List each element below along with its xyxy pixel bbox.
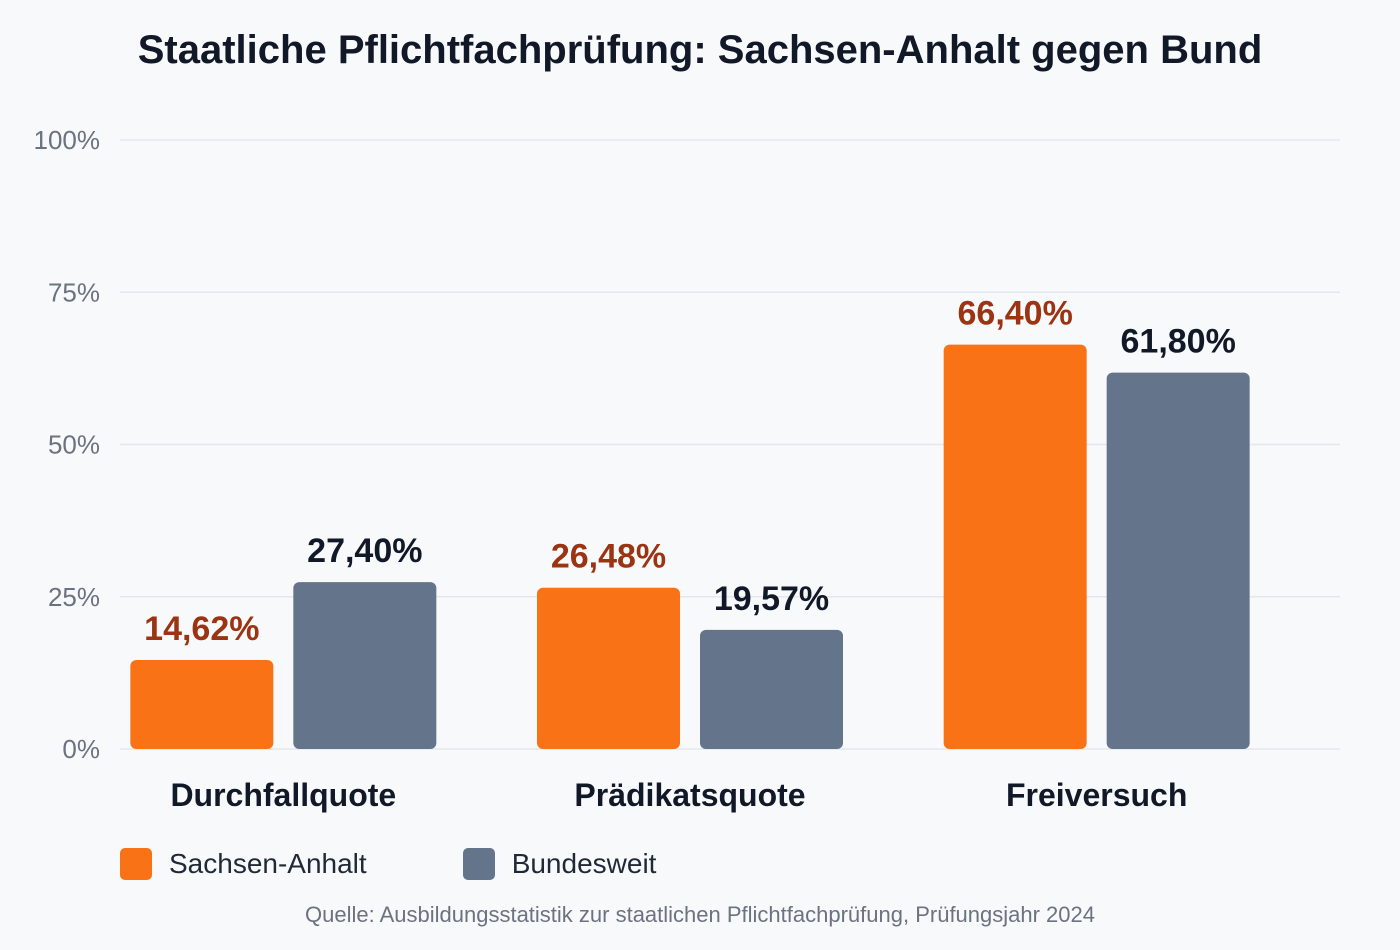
y-tick-label: 75% [48,277,100,307]
legend-item-sachsen-anhalt: Sachsen-Anhalt [120,848,367,880]
data-label: 26,48% [551,538,666,576]
y-tick-label: 25% [48,582,100,612]
legend-label-sachsen-anhalt: Sachsen-Anhalt [169,848,367,879]
y-tick-label: 50% [48,430,100,460]
bar [293,582,437,749]
data-label: 14,62% [144,610,259,648]
legend-label-bundesweit: Bundesweit [511,848,657,879]
data-label: 27,40% [307,532,422,570]
x-tick-label: Durchfallquote [170,777,396,813]
bar [1106,372,1250,749]
data-label: 61,80% [1121,323,1236,361]
bar [537,587,680,749]
chart-title: Staatliche Pflichtfachprüfung: Sachsen-A… [137,28,1263,72]
source-note: Quelle: Ausbildungsstatistik zur staatli… [304,902,1095,927]
legend-swatch-bundesweit [462,848,495,880]
legend-item-bundesweit: Bundesweit [462,848,657,880]
bar [943,344,1087,749]
data-label: 66,40% [958,295,1073,333]
y-tick-label: 100% [34,125,101,155]
legend-swatch-sachsen-anhalt [120,848,152,880]
x-tick-label: Prädikatsquote [574,777,805,813]
bar [700,629,843,749]
data-label: 19,57% [714,580,829,618]
legend: Sachsen-Anhalt Bundesweit [120,848,752,880]
x-tick-label: Freiversuch [1006,777,1187,813]
y-tick-label: 0% [62,734,100,764]
bar [130,659,274,749]
